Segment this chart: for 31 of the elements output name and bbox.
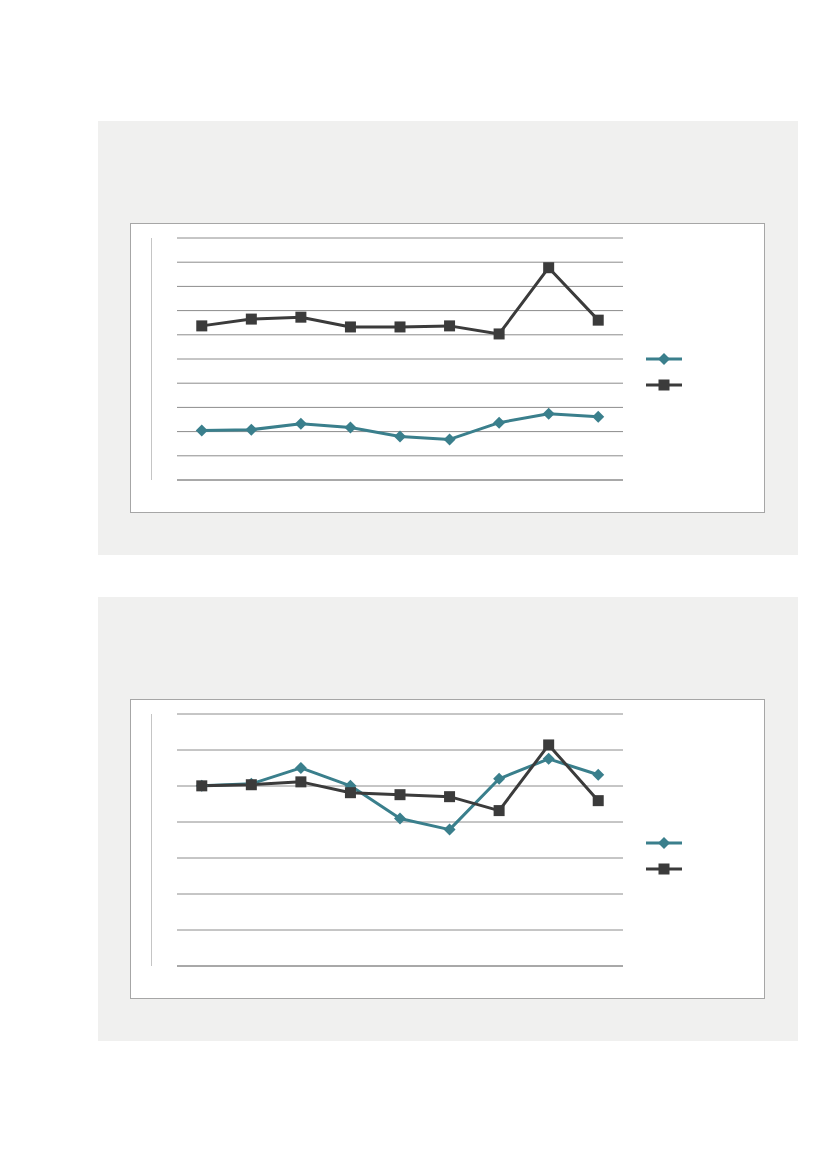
point	[295, 311, 307, 323]
point	[196, 320, 208, 332]
point	[493, 805, 505, 817]
point	[592, 410, 605, 423]
point	[592, 314, 604, 326]
point	[542, 752, 555, 765]
point	[592, 768, 605, 781]
point	[394, 789, 406, 801]
point	[444, 791, 456, 803]
point	[444, 320, 456, 332]
point	[493, 772, 506, 785]
point	[195, 424, 208, 437]
point	[493, 416, 506, 429]
point	[542, 407, 555, 420]
point	[294, 761, 307, 774]
point	[394, 321, 406, 333]
point	[443, 433, 456, 446]
point	[344, 787, 356, 799]
point	[344, 321, 356, 333]
point	[543, 262, 555, 274]
point	[443, 823, 456, 836]
point	[543, 739, 555, 751]
point	[592, 795, 604, 807]
point	[493, 328, 505, 340]
point	[344, 421, 357, 434]
point	[245, 423, 258, 436]
point	[394, 430, 406, 443]
point	[394, 812, 406, 825]
point	[295, 776, 307, 788]
point	[245, 313, 257, 325]
point	[294, 417, 307, 430]
